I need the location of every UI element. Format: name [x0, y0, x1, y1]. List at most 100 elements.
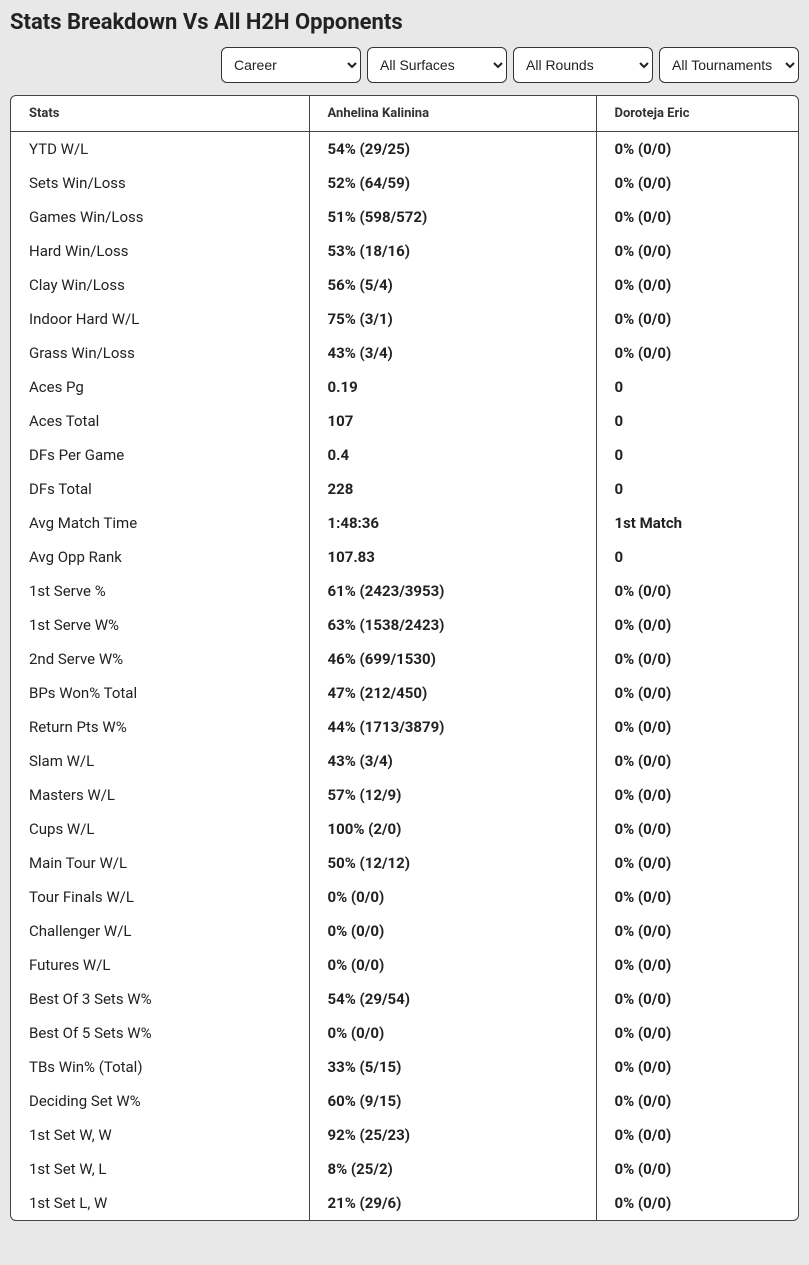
player2-value: 0% (0/0) [596, 914, 798, 948]
stat-label: BPs Won% Total [11, 676, 309, 710]
player1-value: 52% (64/59) [309, 166, 596, 200]
player2-value: 0% (0/0) [596, 234, 798, 268]
stat-label: 1st Serve % [11, 574, 309, 608]
table-row: Cups W/L100% (2/0)0% (0/0) [11, 812, 798, 846]
player1-value: 44% (1713/3879) [309, 710, 596, 744]
stat-label: YTD W/L [11, 132, 309, 167]
player1-value: 57% (12/9) [309, 778, 596, 812]
col-header-player2: Doroteja Eric [596, 96, 798, 132]
player1-value: 21% (29/6) [309, 1186, 596, 1220]
tour-select[interactable]: All Tournaments [659, 47, 799, 83]
player1-value: 100% (2/0) [309, 812, 596, 846]
table-row: DFs Per Game0.40 [11, 438, 798, 472]
stat-label: 1st Set W, L [11, 1152, 309, 1186]
table-row: Best Of 3 Sets W%54% (29/54)0% (0/0) [11, 982, 798, 1016]
player1-value: 107.83 [309, 540, 596, 574]
player2-value: 0% (0/0) [596, 1118, 798, 1152]
table-row: Clay Win/Loss56% (5/4)0% (0/0) [11, 268, 798, 302]
player2-value: 0% (0/0) [596, 710, 798, 744]
table-row: Aces Pg0.190 [11, 370, 798, 404]
player1-value: 0.4 [309, 438, 596, 472]
stat-label: 1st Set W, W [11, 1118, 309, 1152]
table-row: Games Win/Loss51% (598/572)0% (0/0) [11, 200, 798, 234]
stat-label: Grass Win/Loss [11, 336, 309, 370]
player2-value: 0 [596, 472, 798, 506]
player2-value: 0% (0/0) [596, 846, 798, 880]
player1-value: 92% (25/23) [309, 1118, 596, 1152]
stat-label: Avg Opp Rank [11, 540, 309, 574]
stat-label: Indoor Hard W/L [11, 302, 309, 336]
table-header-row: Stats Anhelina Kalinina Doroteja Eric [11, 96, 798, 132]
round-select[interactable]: All Rounds [513, 47, 653, 83]
player1-value: 0% (0/0) [309, 1016, 596, 1050]
table-row: Tour Finals W/L0% (0/0)0% (0/0) [11, 880, 798, 914]
stat-label: Challenger W/L [11, 914, 309, 948]
player2-value: 0% (0/0) [596, 982, 798, 1016]
player2-value: 0% (0/0) [596, 608, 798, 642]
stat-label: DFs Total [11, 472, 309, 506]
player2-value: 0% (0/0) [596, 1016, 798, 1050]
page-title: Stats Breakdown Vs All H2H Opponents [10, 0, 799, 47]
table-row: DFs Total2280 [11, 472, 798, 506]
stats-table-container: Stats Anhelina Kalinina Doroteja Eric YT… [10, 95, 799, 1221]
stat-label: Masters W/L [11, 778, 309, 812]
player2-value: 0% (0/0) [596, 880, 798, 914]
table-row: TBs Win% (Total)33% (5/15)0% (0/0) [11, 1050, 798, 1084]
player2-value: 0% (0/0) [596, 948, 798, 982]
player2-value: 0% (0/0) [596, 132, 798, 167]
stat-label: 1st Serve W% [11, 608, 309, 642]
table-row: Indoor Hard W/L75% (3/1)0% (0/0) [11, 302, 798, 336]
table-row: Avg Match Time1:48:361st Match [11, 506, 798, 540]
player1-value: 61% (2423/3953) [309, 574, 596, 608]
player2-value: 0 [596, 438, 798, 472]
player1-value: 43% (3/4) [309, 336, 596, 370]
player1-value: 1:48:36 [309, 506, 596, 540]
player1-value: 0% (0/0) [309, 880, 596, 914]
stat-label: Aces Pg [11, 370, 309, 404]
player1-value: 54% (29/54) [309, 982, 596, 1016]
table-row: Best Of 5 Sets W%0% (0/0)0% (0/0) [11, 1016, 798, 1050]
stat-label: Best Of 3 Sets W% [11, 982, 309, 1016]
player1-value: 0% (0/0) [309, 914, 596, 948]
player1-value: 8% (25/2) [309, 1152, 596, 1186]
player2-value: 0% (0/0) [596, 1084, 798, 1118]
player2-value: 0% (0/0) [596, 1152, 798, 1186]
player2-value: 0% (0/0) [596, 744, 798, 778]
stat-label: 2nd Serve W% [11, 642, 309, 676]
stat-label: Sets Win/Loss [11, 166, 309, 200]
player1-value: 50% (12/12) [309, 846, 596, 880]
table-row: Sets Win/Loss52% (64/59)0% (0/0) [11, 166, 798, 200]
table-row: Masters W/L57% (12/9)0% (0/0) [11, 778, 798, 812]
player2-value: 0% (0/0) [596, 778, 798, 812]
player2-value: 1st Match [596, 506, 798, 540]
stat-label: Deciding Set W% [11, 1084, 309, 1118]
player2-value: 0% (0/0) [596, 1050, 798, 1084]
player2-value: 0% (0/0) [596, 336, 798, 370]
player1-value: 0% (0/0) [309, 948, 596, 982]
player1-value: 43% (3/4) [309, 744, 596, 778]
table-row: Avg Opp Rank107.830 [11, 540, 798, 574]
table-row: 1st Set L, W21% (29/6)0% (0/0) [11, 1186, 798, 1220]
player2-value: 0 [596, 540, 798, 574]
player2-value: 0% (0/0) [596, 812, 798, 846]
table-row: 1st Set W, L8% (25/2)0% (0/0) [11, 1152, 798, 1186]
stat-label: DFs Per Game [11, 438, 309, 472]
col-header-player1: Anhelina Kalinina [309, 96, 596, 132]
table-row: 1st Serve W%63% (1538/2423)0% (0/0) [11, 608, 798, 642]
table-row: Deciding Set W%60% (9/15)0% (0/0) [11, 1084, 798, 1118]
stat-label: Tour Finals W/L [11, 880, 309, 914]
player1-value: 56% (5/4) [309, 268, 596, 302]
stat-label: 1st Set L, W [11, 1186, 309, 1220]
table-row: Hard Win/Loss53% (18/16)0% (0/0) [11, 234, 798, 268]
stat-label: Slam W/L [11, 744, 309, 778]
player1-value: 54% (29/25) [309, 132, 596, 167]
player1-value: 228 [309, 472, 596, 506]
period-select[interactable]: Career [221, 47, 361, 83]
stat-label: Clay Win/Loss [11, 268, 309, 302]
player1-value: 75% (3/1) [309, 302, 596, 336]
surface-select[interactable]: All Surfaces [367, 47, 507, 83]
player2-value: 0% (0/0) [596, 302, 798, 336]
table-row: 1st Serve %61% (2423/3953)0% (0/0) [11, 574, 798, 608]
player1-value: 33% (5/15) [309, 1050, 596, 1084]
table-row: 2nd Serve W%46% (699/1530)0% (0/0) [11, 642, 798, 676]
